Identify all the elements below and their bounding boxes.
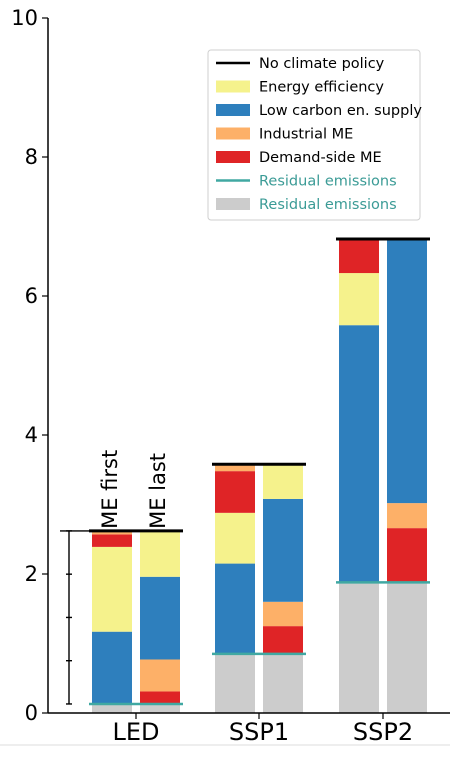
- bar-label-me-first: ME first: [98, 450, 122, 529]
- bar-label-me-last: ME last: [146, 453, 170, 529]
- bar-segment-ssp2-me-last-residual-emissions: [387, 582, 427, 713]
- legend-label-demand-side-me: Demand-side ME: [259, 150, 382, 166]
- reference-lines-layer: [89, 237, 430, 706]
- legend-label-residual-emissions: Residual emissions: [259, 197, 397, 213]
- bar-segment-led-me-last-demand-side-me: [140, 691, 180, 704]
- legend-handle-residual-emissions-patch: [216, 198, 250, 210]
- bar-segment-ssp1-me-last-energy-efficiency: [263, 464, 303, 499]
- legend-label-no-climate-policy: No climate policy: [259, 56, 385, 72]
- legend-handle-low-carbon-en-supply-patch: [216, 104, 250, 116]
- bar-segment-ssp1-me-last-demand-side-me: [263, 626, 303, 654]
- bar-segment-led-me-last-energy-efficiency: [140, 530, 180, 577]
- y-tick-label-6: 6: [25, 284, 38, 308]
- category-label-led: LED: [112, 718, 159, 746]
- bar-segment-ssp1-me-last-industrial-me: [263, 601, 303, 627]
- bar-segment-ssp1-me-first-industrial-me: [215, 464, 255, 472]
- legend-box: [207, 49, 421, 221]
- bar-segment-ssp1-me-first-energy-efficiency: [215, 512, 255, 564]
- legend-label-industrial-me: Industrial ME: [259, 127, 353, 143]
- bar-segment-ssp2-me-last-industrial-me: [387, 503, 427, 529]
- bar-segment-led-me-last-residual-emissions: [140, 703, 180, 713]
- legend: No climate policy Energy efficiency Low ca…: [207, 49, 422, 221]
- legend-handle-industrial-me-patch: [216, 127, 250, 140]
- bar-segment-ssp2-me-first-energy-efficiency: [339, 273, 379, 326]
- category-label-ssp1: SSP1: [229, 718, 289, 746]
- bar-segment-ssp2-me-last-demand-side-me: [387, 528, 427, 583]
- bar-labels-layer: ME first ME last: [98, 450, 170, 529]
- bar-segment-led-me-last-industrial-me: [140, 659, 180, 692]
- bar-segment-led-me-first-demand-side-me: [92, 534, 132, 547]
- bar-segment-ssp1-me-first-low-carbon-en-supply: [215, 563, 255, 654]
- bar-segment-led-me-first-low-carbon-en-supply: [92, 631, 132, 704]
- bar-segment-led-me-first-industrial-me: [92, 530, 132, 535]
- legend-label-residual-emissions: Residual emissions: [259, 174, 397, 190]
- bar-segment-ssp2-me-first-demand-side-me: [339, 239, 379, 274]
- led-bracket: [60, 530, 92, 705]
- y-tick-label-10: 10: [11, 6, 38, 30]
- y-tick-label-0: 0: [25, 701, 38, 725]
- bar-segment-ssp1-me-last-residual-emissions: [263, 653, 303, 713]
- bar-segment-ssp1-me-first-demand-side-me: [215, 471, 255, 513]
- bar-segment-ssp2-me-first-low-carbon-en-supply: [339, 325, 379, 583]
- y-tick-label-8: 8: [25, 145, 38, 169]
- y-tick-label-2: 2: [25, 562, 38, 586]
- y-tick-label-4: 4: [25, 423, 38, 447]
- bar-segment-ssp2-me-first-residual-emissions: [339, 582, 379, 713]
- axes: LED SSP1 SSP2 0 2 4 6 8 10: [0, 6, 450, 746]
- legend-label-low-carbon-en-supply: Low carbon en. supply: [259, 103, 422, 119]
- legend-label-energy-efficiency: Energy efficiency: [259, 80, 384, 96]
- bar-segment-led-me-last-low-carbon-en-supply: [140, 576, 180, 660]
- category-label-ssp2: SSP2: [353, 718, 413, 746]
- legend-handle-demand-side-me-patch: [216, 151, 250, 163]
- bar-segment-ssp1-me-first-residual-emissions: [215, 653, 255, 713]
- bar-segment-led-me-first-residual-emissions: [92, 703, 132, 713]
- bars-layer: [92, 239, 427, 713]
- legend-handle-energy-efficiency-patch: [216, 80, 250, 93]
- bar-segment-ssp2-me-last-low-carbon-en-supply: [387, 239, 427, 504]
- bar-segment-ssp1-me-last-low-carbon-en-supply: [263, 498, 303, 602]
- bar-segment-led-me-first-energy-efficiency: [92, 546, 132, 632]
